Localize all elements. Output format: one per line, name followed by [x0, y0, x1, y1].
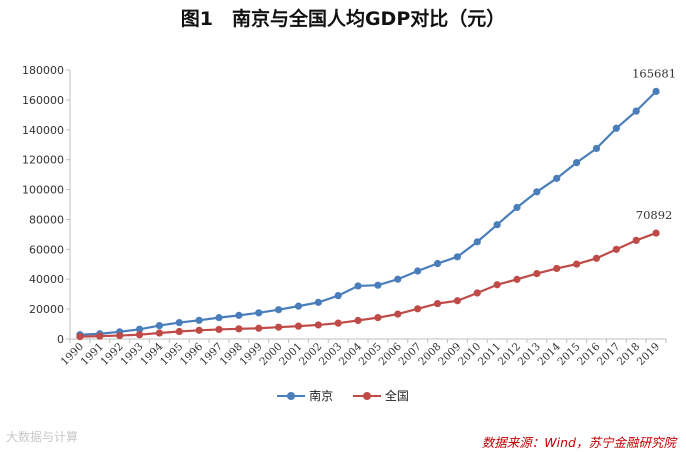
y-tick-label: 40000: [29, 273, 64, 286]
data-point-0-2000: [275, 306, 283, 314]
legend-item-national[interactable]: 全国: [352, 387, 409, 404]
data-point-1-2000: [275, 323, 283, 331]
data-point-1-2017: [612, 245, 620, 253]
y-tick-label: 160000: [22, 94, 64, 107]
data-point-1-2015: [573, 260, 581, 268]
legend-swatch-national: [352, 391, 381, 401]
data-point-0-2011: [493, 221, 501, 229]
y-tick-label: 120000: [22, 154, 64, 167]
data-point-1-1993: [135, 331, 144, 339]
data-point-0-2001: [294, 302, 303, 310]
y-tick-label: 80000: [29, 213, 64, 226]
data-point-1-2012: [513, 275, 521, 283]
data-point-0-2016: [592, 144, 601, 153]
data-point-0-2019: [652, 87, 660, 95]
data-point-0-1998: [235, 311, 243, 319]
y-tick-label: 100000: [22, 184, 64, 197]
data-point-1-2009: [453, 297, 461, 305]
data-point-0-2014: [553, 174, 561, 182]
data-point-1-1995: [175, 327, 183, 336]
series-line-0: [79, 90, 657, 336]
y-tick-label: 20000: [29, 303, 64, 316]
data-point-1-2008: [433, 299, 442, 308]
data-label-1: 70892: [636, 208, 673, 222]
y-tick-label: 180000: [22, 64, 64, 77]
data-point-1-1990: [76, 333, 84, 341]
data-point-0-2006: [394, 275, 402, 283]
data-point-1-2014: [553, 264, 561, 273]
data-point-1-1998: [235, 325, 243, 333]
legend-label-nanjing: 南京: [309, 389, 334, 403]
y-tick-label: 0: [57, 333, 64, 346]
y-tick-label: 140000: [22, 124, 64, 137]
data-point-1-2006: [394, 310, 402, 318]
data-point-1-2003: [334, 319, 342, 327]
data-point-1-2011: [493, 281, 501, 289]
data-point-0-2017: [612, 124, 620, 132]
data-point-1-2013: [533, 269, 541, 278]
data-label-0: 165681: [632, 66, 676, 80]
y-tick-label: 60000: [29, 243, 64, 256]
data-point-1-1996: [195, 326, 203, 334]
data-point-0-2005: [374, 281, 382, 289]
data-point-1-1992: [116, 331, 124, 340]
data-point-0-2018: [632, 107, 640, 115]
data-point-0-1993: [135, 325, 144, 333]
legend-item-nanjing[interactable]: 南京: [277, 387, 333, 404]
data-point-1-2002: [314, 321, 322, 329]
data-point-0-2007: [414, 267, 422, 275]
chart-title: 图1 南京与全国人均GDP对比（元）: [180, 8, 506, 30]
data-point-0-2010: [473, 238, 481, 246]
series-layer: 165681 70892: [76, 66, 676, 341]
data-point-0-2003: [334, 292, 342, 300]
x-tick-label: 2019: [635, 341, 662, 368]
data-source: 数据来源：Wind，苏宁金融研究院: [481, 435, 676, 450]
data-point-1-2001: [294, 322, 303, 330]
data-point-0-2012: [513, 203, 521, 212]
data-point-0-1999: [255, 309, 263, 317]
data-point-1-1991: [96, 332, 104, 340]
data-point-0-2004: [354, 282, 362, 290]
watermark-text: 大数据与计算: [6, 430, 79, 444]
legend: 南京 全国: [0, 387, 686, 404]
data-point-1-2010: [473, 289, 481, 297]
data-point-0-2015: [573, 159, 581, 167]
legend-swatch-nanjing: [277, 391, 306, 401]
data-point-1-2004: [354, 316, 362, 325]
data-point-1-1994: [155, 329, 163, 337]
data-point-1-2019: [652, 229, 660, 237]
data-point-0-1997: [215, 314, 223, 322]
legend-label-national: 全国: [384, 389, 409, 403]
data-point-0-1996: [195, 316, 203, 324]
data-point-1-1999: [255, 324, 263, 332]
data-point-1-1997: [215, 325, 223, 334]
data-point-1-2007: [414, 305, 422, 313]
data-point-0-2009: [453, 253, 461, 261]
data-point-0-1994: [155, 321, 163, 330]
data-point-0-2002: [314, 298, 322, 306]
data-point-0-1995: [175, 318, 183, 327]
data-point-0-2008: [433, 259, 442, 268]
data-point-1-2005: [374, 314, 382, 322]
data-point-1-2018: [632, 236, 640, 244]
data-point-0-2013: [533, 188, 541, 196]
data-point-1-2016: [592, 254, 601, 262]
